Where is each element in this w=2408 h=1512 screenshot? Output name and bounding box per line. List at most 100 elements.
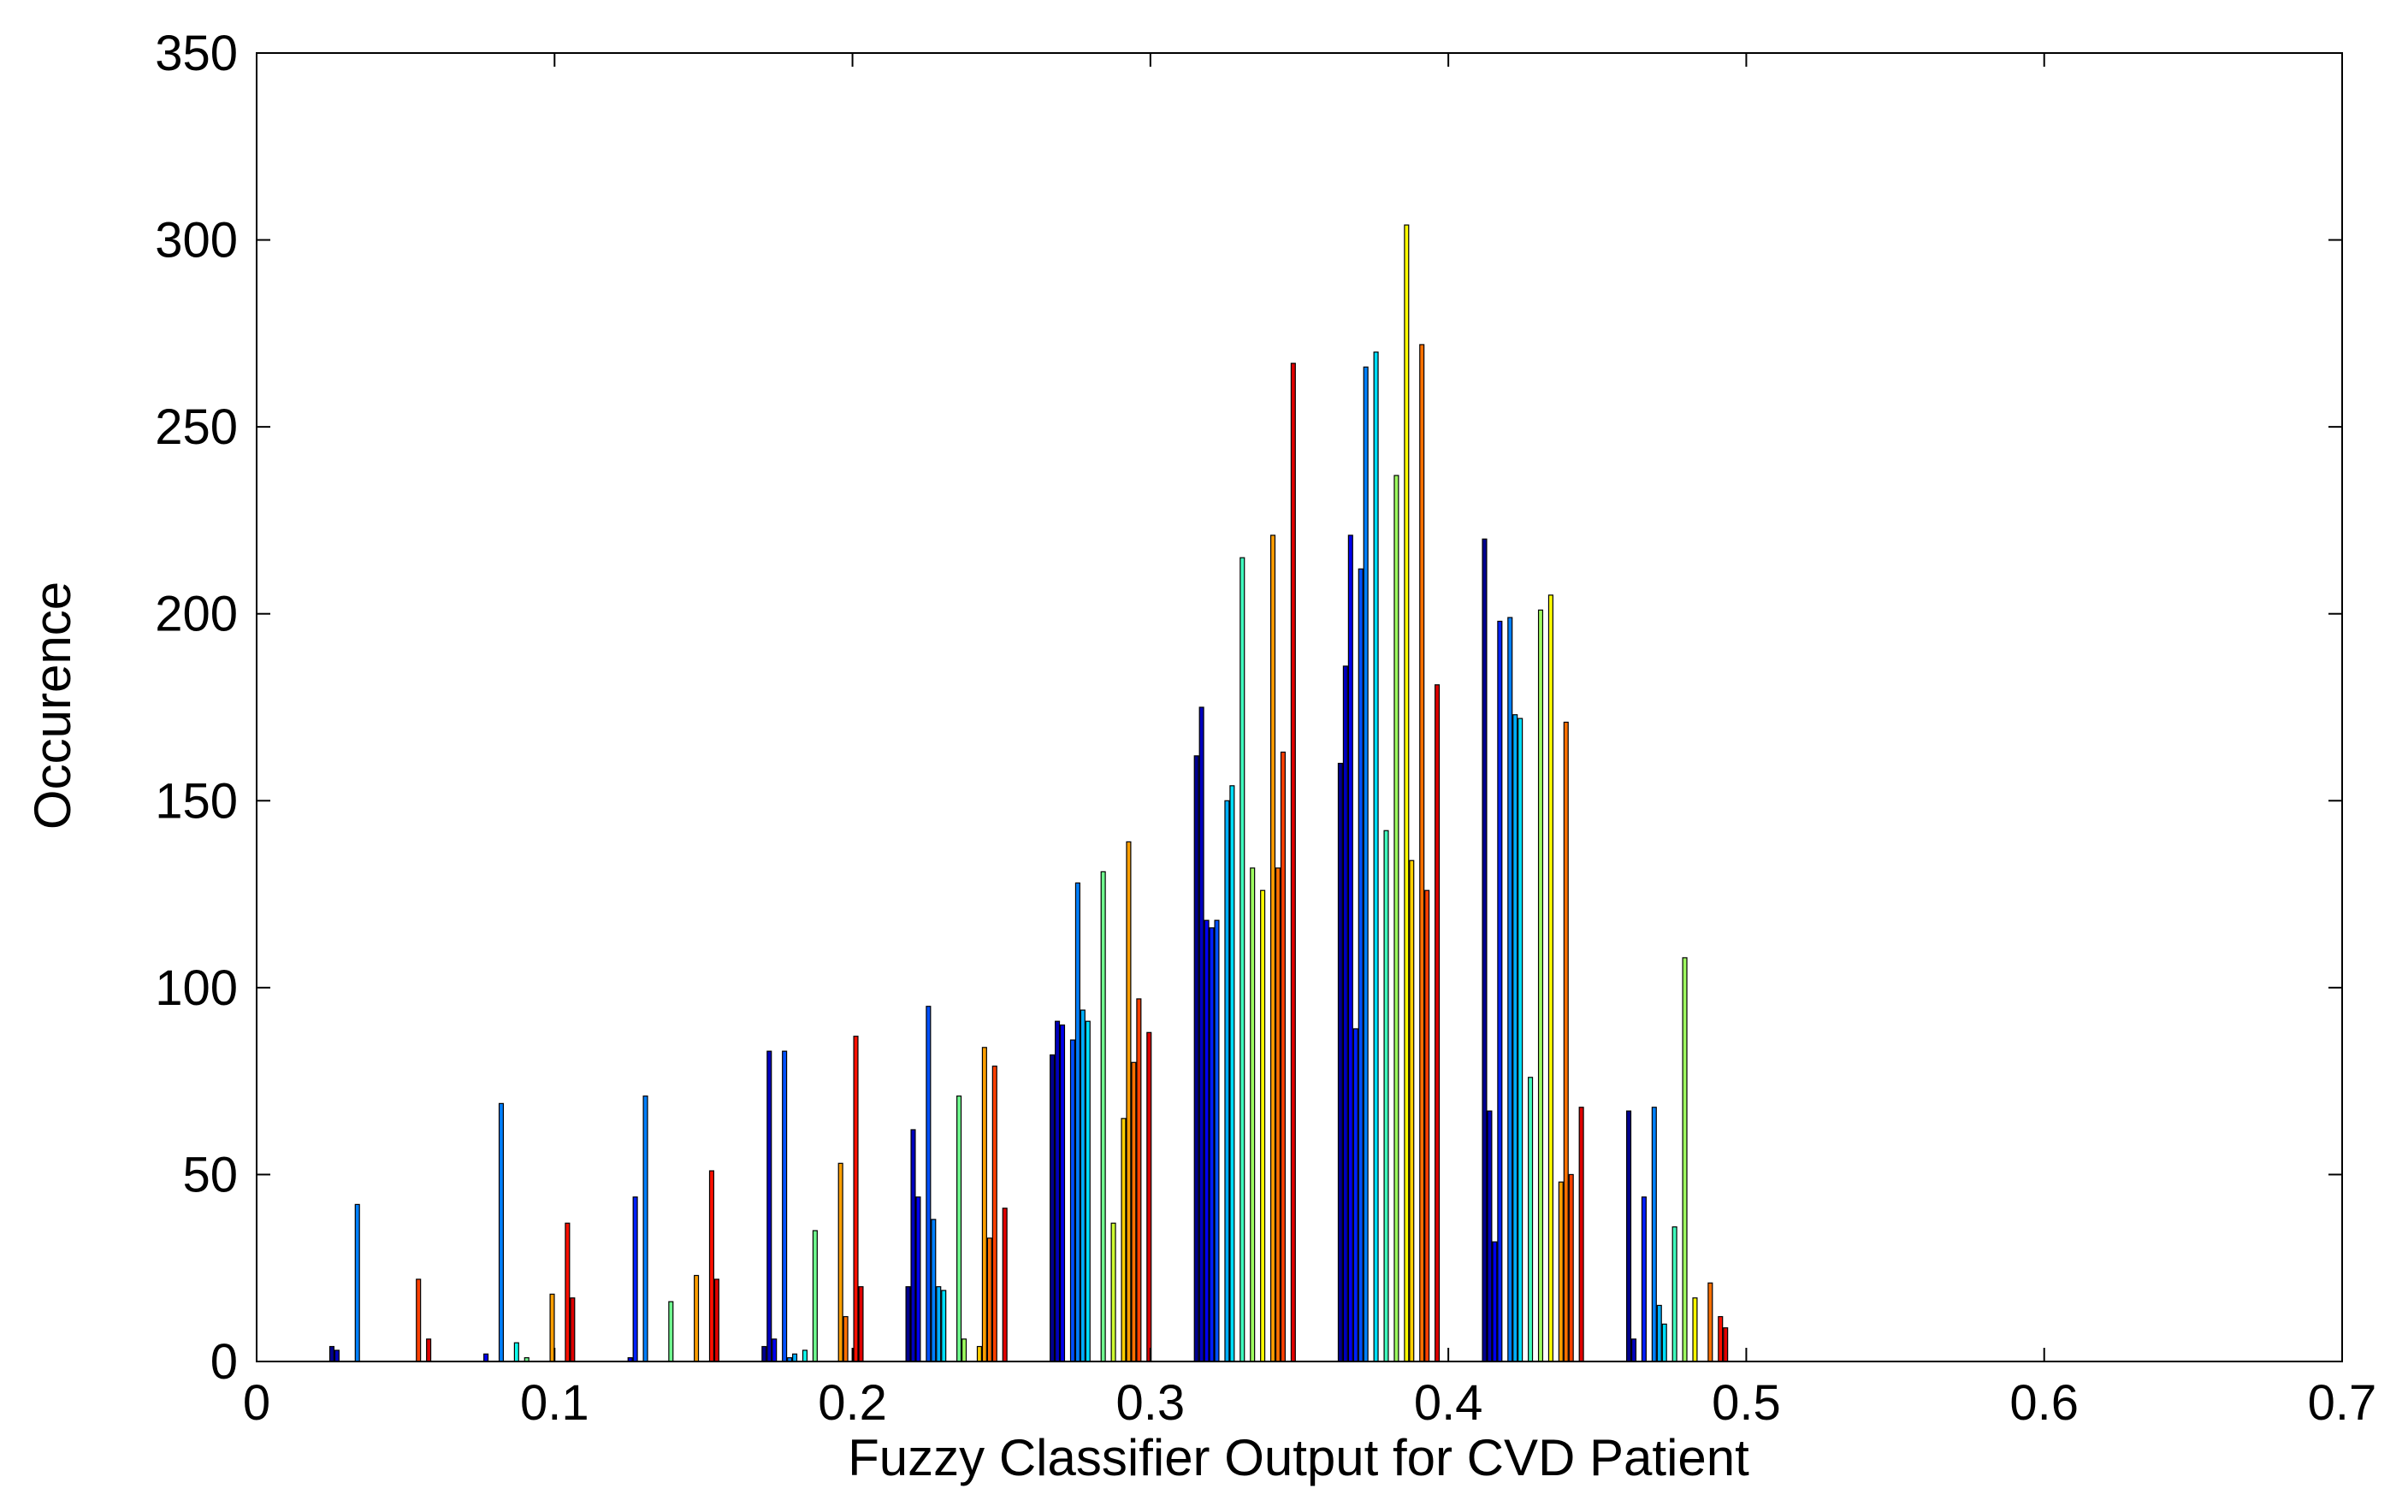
bar <box>792 1353 798 1362</box>
bar <box>812 1230 818 1362</box>
bar <box>772 1338 778 1362</box>
bar <box>1260 889 1266 1362</box>
bar <box>858 1285 864 1362</box>
bar <box>416 1279 422 1362</box>
y-tick-label: 0 <box>210 1334 238 1390</box>
bar <box>1250 867 1256 1362</box>
bar <box>853 1036 859 1362</box>
bar <box>1214 919 1220 1362</box>
bar <box>1193 755 1199 1362</box>
bar <box>1492 1241 1498 1362</box>
bar <box>708 1170 714 1362</box>
bar <box>1578 1107 1584 1362</box>
bar <box>1059 1024 1066 1362</box>
bar <box>1275 867 1281 1362</box>
bar <box>1528 1077 1534 1362</box>
x-tick-label: 0.7 <box>2308 1375 2377 1431</box>
bar <box>549 1293 555 1362</box>
bar <box>991 1066 997 1362</box>
bar <box>1229 785 1235 1362</box>
bar <box>1537 609 1544 1362</box>
bar <box>483 1353 489 1362</box>
bar <box>931 1219 937 1362</box>
bar <box>1280 751 1286 1362</box>
y-tick-label: 250 <box>155 399 238 455</box>
bar <box>1626 1110 1632 1362</box>
bar <box>354 1203 360 1362</box>
bar <box>498 1102 505 1362</box>
bar <box>1209 927 1215 1362</box>
bar <box>513 1342 519 1362</box>
x-tick-label: 0.2 <box>818 1375 887 1431</box>
bar <box>1419 344 1425 1362</box>
bar <box>1547 594 1553 1362</box>
bar <box>1290 363 1296 1362</box>
bar <box>1121 1118 1127 1362</box>
bar <box>1656 1304 1662 1362</box>
bar <box>565 1222 571 1362</box>
bar <box>1069 1039 1075 1362</box>
bar <box>837 1162 843 1362</box>
bar <box>1518 718 1523 1362</box>
bar <box>761 1345 767 1362</box>
bar <box>713 1279 719 1362</box>
bar <box>981 1047 987 1362</box>
bar <box>1110 1222 1116 1362</box>
bar <box>1558 1181 1564 1362</box>
bar <box>782 1050 788 1362</box>
bar <box>926 1006 932 1362</box>
bar <box>668 1301 674 1362</box>
bar <box>941 1290 947 1362</box>
bar <box>1100 871 1106 1362</box>
bar <box>1146 1031 1152 1362</box>
bar <box>1507 617 1513 1362</box>
bar <box>1651 1107 1657 1362</box>
bar <box>1424 889 1430 1362</box>
bar <box>1497 620 1503 1362</box>
bar <box>1630 1338 1637 1362</box>
bar <box>328 1345 334 1362</box>
bar <box>1568 1173 1574 1362</box>
bar <box>1050 1054 1056 1362</box>
bar <box>910 1129 916 1362</box>
bar <box>1239 557 1245 1362</box>
x-tick-label: 0.5 <box>1712 1375 1781 1431</box>
y-tick-labels: 0 50 100 150 200 250 300 350 <box>155 26 238 1390</box>
bar <box>1126 841 1132 1362</box>
bar <box>1337 762 1343 1362</box>
bar <box>1085 1020 1091 1362</box>
bar <box>426 1338 432 1362</box>
bar <box>1692 1297 1698 1362</box>
bar <box>766 1050 772 1362</box>
x-axis-label: Fuzzy Classifier Output for CVD Patient <box>848 1429 1749 1486</box>
bar <box>642 1096 648 1362</box>
y-tick-label: 150 <box>155 773 238 829</box>
y-tick-label: 200 <box>155 587 238 642</box>
bar <box>986 1237 992 1362</box>
y-axis-label: Occurence <box>24 582 81 830</box>
plot-area-frame <box>256 52 2343 1362</box>
bar <box>570 1297 576 1362</box>
bar <box>1373 351 1379 1362</box>
bar <box>1080 1009 1086 1362</box>
bar <box>1136 998 1142 1362</box>
bar <box>1224 800 1230 1362</box>
y-tick-label: 350 <box>155 26 238 81</box>
bar <box>1074 882 1080 1362</box>
bar <box>1641 1196 1647 1362</box>
bar <box>1409 859 1415 1362</box>
bar <box>1358 568 1364 1362</box>
bar <box>936 1285 942 1362</box>
y-tick-label: 300 <box>155 213 238 269</box>
bar <box>334 1350 340 1362</box>
bar <box>1002 1208 1008 1362</box>
bar <box>1718 1315 1724 1362</box>
bar-group <box>328 224 1729 1362</box>
x-tick-label: 0.3 <box>1116 1375 1186 1431</box>
bar <box>694 1274 700 1362</box>
bar <box>976 1345 982 1362</box>
x-tick-labels: 0 0.1 0.2 0.3 0.4 0.5 0.6 0.7 <box>243 1375 2376 1431</box>
y-tick-label: 100 <box>155 960 238 1016</box>
bar <box>1512 714 1518 1362</box>
